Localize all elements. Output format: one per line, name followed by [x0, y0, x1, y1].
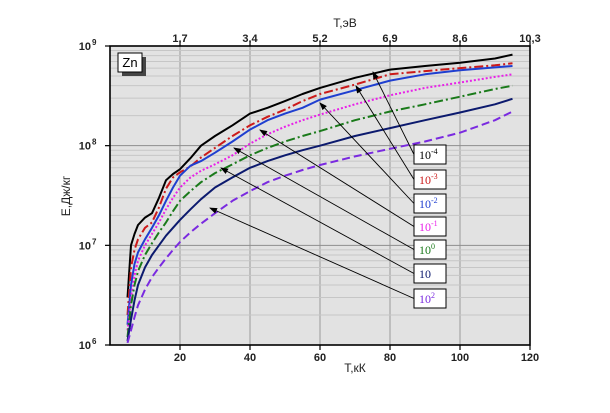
x-axis-label: T,кК	[344, 361, 366, 375]
x-tick-label: 60	[314, 352, 326, 364]
x2-axis-label: T,эВ	[333, 16, 356, 30]
x2-tick-label: 5,2	[312, 33, 327, 45]
y-tick-exponent: 9	[92, 38, 97, 47]
legend-label: 100	[419, 242, 435, 257]
x2-tick-label: 1,7	[172, 33, 187, 45]
y-tick-exponent: 6	[92, 337, 97, 346]
x-tick-label: 100	[451, 352, 469, 364]
legend-box	[413, 288, 447, 309]
legend-leader	[209, 207, 415, 299]
y-tick-label: 10	[79, 240, 91, 252]
legend-label: 10-3	[419, 172, 438, 187]
grid	[110, 46, 531, 345]
legend-box	[413, 193, 447, 214]
x-tick-label: 40	[244, 352, 256, 364]
series-line-3	[126, 73, 513, 331]
legend-label: 102	[419, 291, 435, 306]
series-line-1	[126, 62, 513, 316]
legend-leader	[220, 167, 415, 274]
series-line-4	[126, 84, 513, 338]
legend-label: 10	[419, 267, 431, 281]
series-line-2	[126, 65, 513, 325]
x2-tick-label: 10,3	[519, 33, 540, 45]
y-tick-exponent: 8	[92, 138, 97, 147]
y-tick-label: 10	[79, 41, 91, 53]
legend-leader	[319, 102, 415, 204]
legend-leader	[372, 71, 415, 155]
legend-label: 10-1	[419, 219, 438, 234]
element-label-box: Zn	[117, 52, 146, 76]
x-tick-label: 20	[174, 352, 186, 364]
x2-tick-label: 8,6	[452, 33, 467, 45]
legend-leader	[259, 129, 415, 227]
series-line-0	[126, 53, 513, 298]
legend-label: 10-4	[419, 147, 438, 162]
y-axis-label: E,Дж/кг	[59, 175, 73, 216]
legend-leader	[355, 85, 415, 180]
y-tick-label: 10	[79, 141, 91, 153]
x2-tick-label: 3,4	[242, 33, 258, 45]
y-tick-label: 10	[79, 340, 91, 352]
legend-box	[413, 169, 447, 190]
legend-leader	[233, 147, 415, 250]
x2-tick-label: 6,9	[382, 33, 397, 45]
legend: 10-4 10-3 10-2 10-1 100 10 102	[209, 71, 447, 309]
legend-label: 10-2	[419, 196, 438, 211]
x-tick-label: 80	[384, 352, 396, 364]
legend-box	[413, 239, 447, 260]
legend-box	[413, 216, 447, 237]
legend-box	[413, 144, 447, 165]
series-line-5	[126, 97, 513, 342]
legend-box	[413, 263, 447, 284]
y-tick-exponent: 7	[92, 237, 97, 246]
element-label: Zn	[122, 55, 137, 70]
x-tick-label: 120	[521, 352, 539, 364]
